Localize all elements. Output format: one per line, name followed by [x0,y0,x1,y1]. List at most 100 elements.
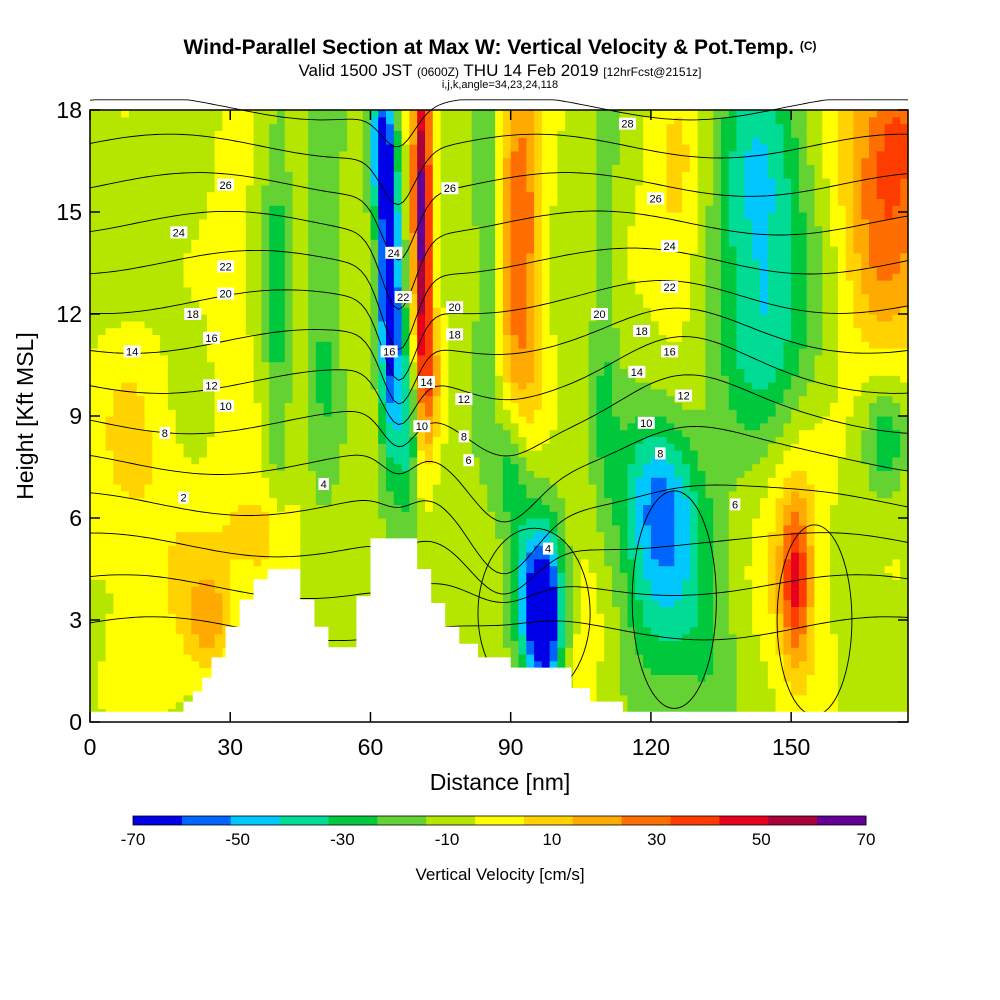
contour-label-text: 16 [205,333,217,345]
velocity-cell [417,130,426,138]
velocity-cell [284,110,309,118]
velocity-cell [510,429,520,437]
velocity-cell [502,470,520,478]
velocity-cell [510,654,520,662]
velocity-cell [90,225,200,233]
velocity-cell [596,218,613,227]
velocity-cell [339,205,364,213]
velocity-cell [401,137,410,145]
contour-label: 24 [661,240,679,253]
velocity-cell [510,157,527,165]
velocity-cell [549,205,597,213]
velocity-cell [588,463,605,471]
velocity-cell [386,116,395,125]
velocity-cell [767,157,784,165]
velocity-cell [401,402,410,410]
contour-label: 16 [380,345,398,358]
velocity-cell [791,239,808,247]
contour-label-text: 8 [657,448,663,460]
velocity-cell [837,654,909,662]
velocity-cell [752,518,777,526]
velocity-cell [775,586,784,594]
velocity-cell [510,314,527,322]
velocity-cell [853,218,870,227]
velocity-cell [167,388,216,397]
velocity-cell [798,157,808,165]
velocity-cell [612,198,636,206]
velocity-cell [206,327,247,335]
velocity-cell [401,246,410,254]
velocity-cell [565,558,574,567]
velocity-cell [471,205,496,213]
contour-label-text: 20 [593,309,605,321]
velocity-cell [386,307,395,315]
velocity-cell [783,395,800,403]
velocity-cell [557,633,566,641]
velocity-cell [206,354,255,363]
velocity-cell [97,688,270,696]
velocity-cell [339,348,372,356]
velocity-cell [705,402,730,410]
velocity-cell [580,579,597,587]
velocity-cell [183,252,247,261]
velocity-cell [619,157,644,165]
velocity-cell [308,239,340,247]
velocity-cell [417,361,434,369]
velocity-cell [689,443,769,451]
velocity-cell [183,273,247,281]
velocity-cell [417,184,426,193]
velocity-cell [292,361,309,369]
velocity-cell [689,524,699,533]
velocity-cell [269,436,286,444]
velocity-cell [167,606,192,614]
velocity-cell [370,334,379,342]
velocity-cell [448,416,473,424]
velocity-cell [502,558,512,567]
velocity-cell [440,416,449,424]
velocity-cell [409,130,418,138]
velocity-cell [705,470,745,478]
velocity-cell [853,178,862,186]
velocity-cell [736,334,792,342]
velocity-cell [409,558,504,567]
velocity-cell [791,626,808,635]
velocity-cell [526,382,543,390]
contour-label-text: 26 [649,193,661,205]
velocity-cell [541,239,551,247]
velocity-cell [495,354,504,363]
velocity-cell [300,545,387,553]
velocity-cell [261,307,270,315]
velocity-cell [386,477,410,485]
velocity-cell [798,191,816,199]
velocity-cell [167,375,216,383]
velocity-cell [370,116,379,125]
velocity-cell [339,477,379,485]
velocity-cell [557,626,566,635]
velocity-cell [775,606,784,614]
velocity-cell [783,157,800,165]
velocity-cell [284,123,309,131]
velocity-cell [837,314,855,322]
velocity-cell [736,307,761,315]
velocity-cell [510,293,527,301]
velocity-cell [245,259,262,267]
velocity-cell [292,184,309,193]
velocity-cell [666,171,683,179]
velocity-cell [425,327,434,335]
velocity-cell [526,456,590,465]
velocity-cell [853,409,870,417]
velocity-cell [378,511,418,519]
velocity-cell [697,558,714,567]
velocity-cell [635,586,652,594]
velocity-cell [269,545,301,553]
velocity-cell [378,116,387,125]
velocity-cell [534,341,543,349]
contour-label-box [591,308,608,320]
velocity-cell [876,110,909,118]
velocity-cell [97,341,161,349]
velocity-cell [814,198,831,206]
velocity-cell [814,368,839,376]
velocity-cell [378,436,387,444]
velocity-cell [518,640,527,648]
velocity-cell [557,484,597,492]
